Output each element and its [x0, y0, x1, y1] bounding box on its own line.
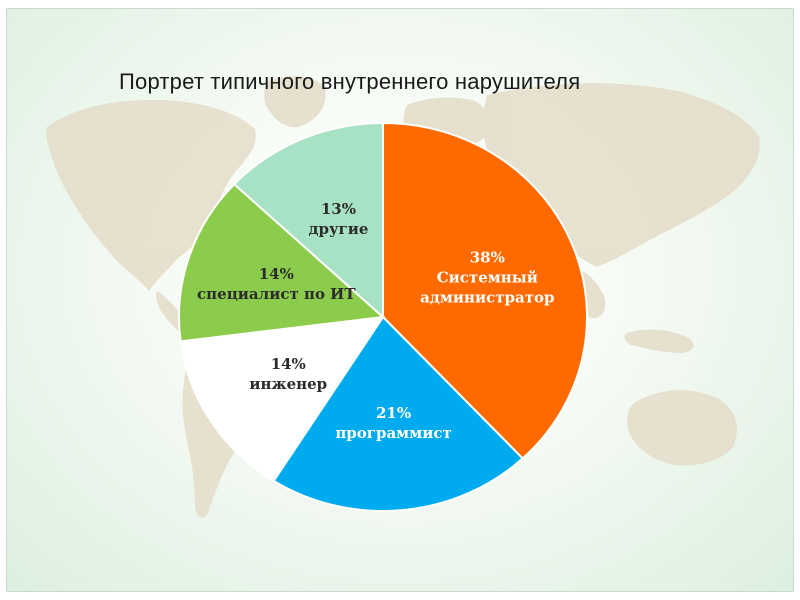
slice-value-label-4: 14% — [259, 265, 294, 283]
slice-category-label-5: другие — [308, 220, 368, 238]
slice-category-label-1: Системный — [437, 269, 538, 287]
slide-title: Портрет типичного внутреннего нарушителя — [119, 69, 581, 94]
pie-slices — [178, 121, 589, 512]
pie-slice-2 — [272, 315, 525, 512]
north-america-shape — [46, 100, 256, 292]
slice-category-label-1: администратор — [420, 289, 554, 307]
slice-value-label-5: 13% — [321, 200, 356, 218]
slice-value-label-2: 21% — [376, 404, 411, 422]
slice-value-label-1: 38% — [470, 249, 505, 267]
slice-category-label-2: программист — [335, 424, 451, 442]
pie-slice-5 — [232, 121, 384, 320]
pie-slice-1 — [382, 121, 589, 460]
australia-shape — [627, 390, 737, 466]
pie-slice-4 — [178, 182, 386, 343]
slice-category-label-3: инженер — [249, 375, 327, 393]
indonesia-shape — [624, 329, 694, 353]
slide: Портрет типичного внутреннего нарушителя… — [6, 8, 794, 592]
pie-chart: 38% Системный администратор 21% программист 1… — [178, 121, 589, 512]
pie-labels: 38% Системный администратор 21% программист 1… — [197, 200, 554, 442]
slice-category-label-4: специалист по ИТ — [197, 285, 356, 303]
slice-value-label-3: 14% — [271, 355, 306, 373]
pie-slice-3 — [179, 315, 386, 483]
greenland-shape — [264, 76, 326, 128]
